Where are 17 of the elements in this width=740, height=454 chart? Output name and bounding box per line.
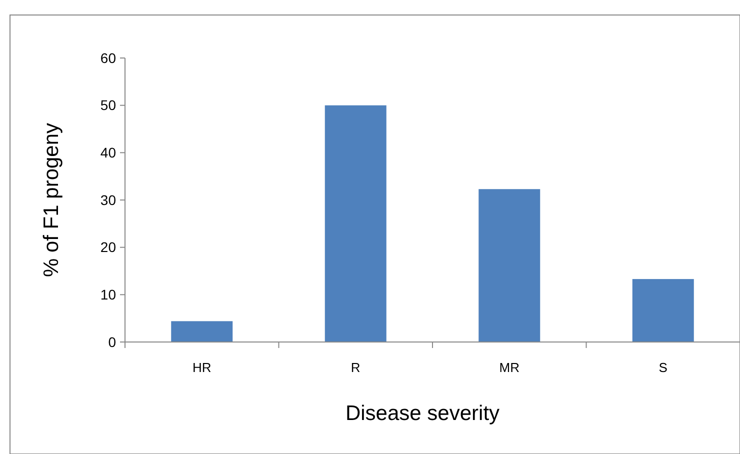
- x-axis-title: Disease severity: [345, 402, 500, 425]
- bar: [632, 279, 694, 342]
- y-tick-label: 40: [100, 144, 116, 161]
- bar: [171, 321, 233, 342]
- y-tick-label: 50: [100, 97, 116, 114]
- y-tick-label: 20: [100, 239, 116, 256]
- bar: [324, 105, 386, 342]
- x-tick-label: S: [658, 360, 668, 375]
- y-tick-label: 0: [108, 334, 116, 350]
- y-tick-label: 30: [100, 192, 116, 208]
- x-tick-label: R: [350, 360, 360, 375]
- y-tick-label: 60: [100, 50, 116, 66]
- y-tick-label: 10: [100, 286, 116, 303]
- bar: [478, 189, 540, 342]
- y-axis-title: % of F1 progeny: [40, 122, 63, 278]
- x-tick-label: MR: [499, 360, 520, 375]
- x-tick-label: HR: [192, 360, 212, 375]
